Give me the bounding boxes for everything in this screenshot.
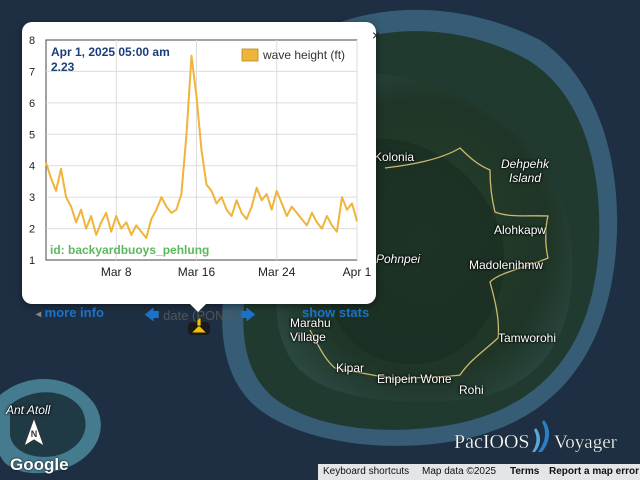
svg-text:Voyager: Voyager <box>554 432 618 453</box>
place-label-alohkapw: Alohkapw <box>494 223 547 237</box>
place-label-kolonia: Kolonia <box>374 150 415 164</box>
map-attribution-bar: Keyboard shortcuts Map data ©2025 Terms … <box>318 464 640 480</box>
google-logo: Google <box>10 455 69 474</box>
more-info-link[interactable]: ◂ more info <box>36 305 104 320</box>
keyboard-shortcuts-link[interactable]: Keyboard shortcuts <box>323 466 410 477</box>
y-tick-label: 3 <box>29 192 35 204</box>
place-label-marahu-village: Marahu Village <box>290 316 331 344</box>
date-navigator: 🡄 date (PONT) 🡆 <box>144 305 256 330</box>
buoy-id-label: id: backyardbuoys_pehlung <box>50 243 209 257</box>
place-label-madolenihmw: Madolenihmw <box>469 258 544 272</box>
place-label-kipar: Kipar <box>336 361 365 375</box>
y-tick-label: 2 <box>29 224 35 236</box>
place-label-rohi: Rohi <box>459 383 484 397</box>
place-label-ant-atoll: Ant Atoll <box>6 403 51 417</box>
buoy-popup: 1 2 3 4 5 6 7 8 Mar 8 Mar 16 Mar 24 Apr 1 wave heigh… <box>22 22 376 324</box>
more-info-label: more info <box>44 305 104 320</box>
x-tick-label: Apr 1 <box>343 265 372 279</box>
north-arrow-icon: N <box>23 416 45 448</box>
y-tick-label: 6 <box>29 98 35 110</box>
y-tick-label: 8 <box>29 35 35 47</box>
tooltip-value: 2.23 <box>51 60 75 74</box>
pacioos-voyager-logo: PacIOOS Voyager <box>454 420 618 453</box>
place-label-pohnpei: Pohnpei <box>376 252 421 266</box>
x-tick-label: Mar 16 <box>178 265 216 279</box>
x-tick-label: Mar 8 <box>101 265 132 279</box>
svg-text:N: N <box>31 429 38 439</box>
map-data-label: Map data ©2025 <box>422 466 497 477</box>
show-stats-link[interactable]: show stats <box>302 305 370 320</box>
tooltip-date: Apr 1, 2025 05:00 am <box>51 45 170 59</box>
arrow-right-icon[interactable]: 🡆 <box>240 307 256 324</box>
legend-label: wave height (ft) <box>262 48 345 62</box>
series-line-wave-height <box>45 54 358 239</box>
chevron-left-icon: ◂ <box>36 309 42 320</box>
place-label-dehpehk-island: Dehpehk Island <box>500 157 550 185</box>
buoy-marker-icon[interactable] <box>188 317 210 335</box>
close-icon[interactable]: × <box>372 27 381 43</box>
x-tick-label: Mar 24 <box>258 265 296 279</box>
legend-swatch <box>241 48 259 62</box>
popup-pointer <box>188 302 208 312</box>
place-label-tamworohi: Tamworohi <box>498 331 557 345</box>
wave-height-chart[interactable]: 1 2 3 4 5 6 7 8 Mar 8 Mar 16 Mar 24 Apr 1 wave heigh… <box>22 22 376 304</box>
svg-text:PacIOOS: PacIOOS <box>454 431 530 453</box>
report-map-error-link[interactable]: Report a map error <box>549 466 640 477</box>
arrow-left-icon[interactable]: 🡄 <box>144 307 160 324</box>
y-tick-label: 5 <box>29 129 35 141</box>
y-tick-label: 1 <box>29 255 35 267</box>
place-label-enipein-wone: Enipein Wone <box>377 372 452 386</box>
y-tick-label: 4 <box>29 161 35 173</box>
y-tick-label: 7 <box>29 66 35 78</box>
terms-link[interactable]: Terms <box>510 466 540 477</box>
date-axis-label: date (PONT) <box>163 308 237 323</box>
